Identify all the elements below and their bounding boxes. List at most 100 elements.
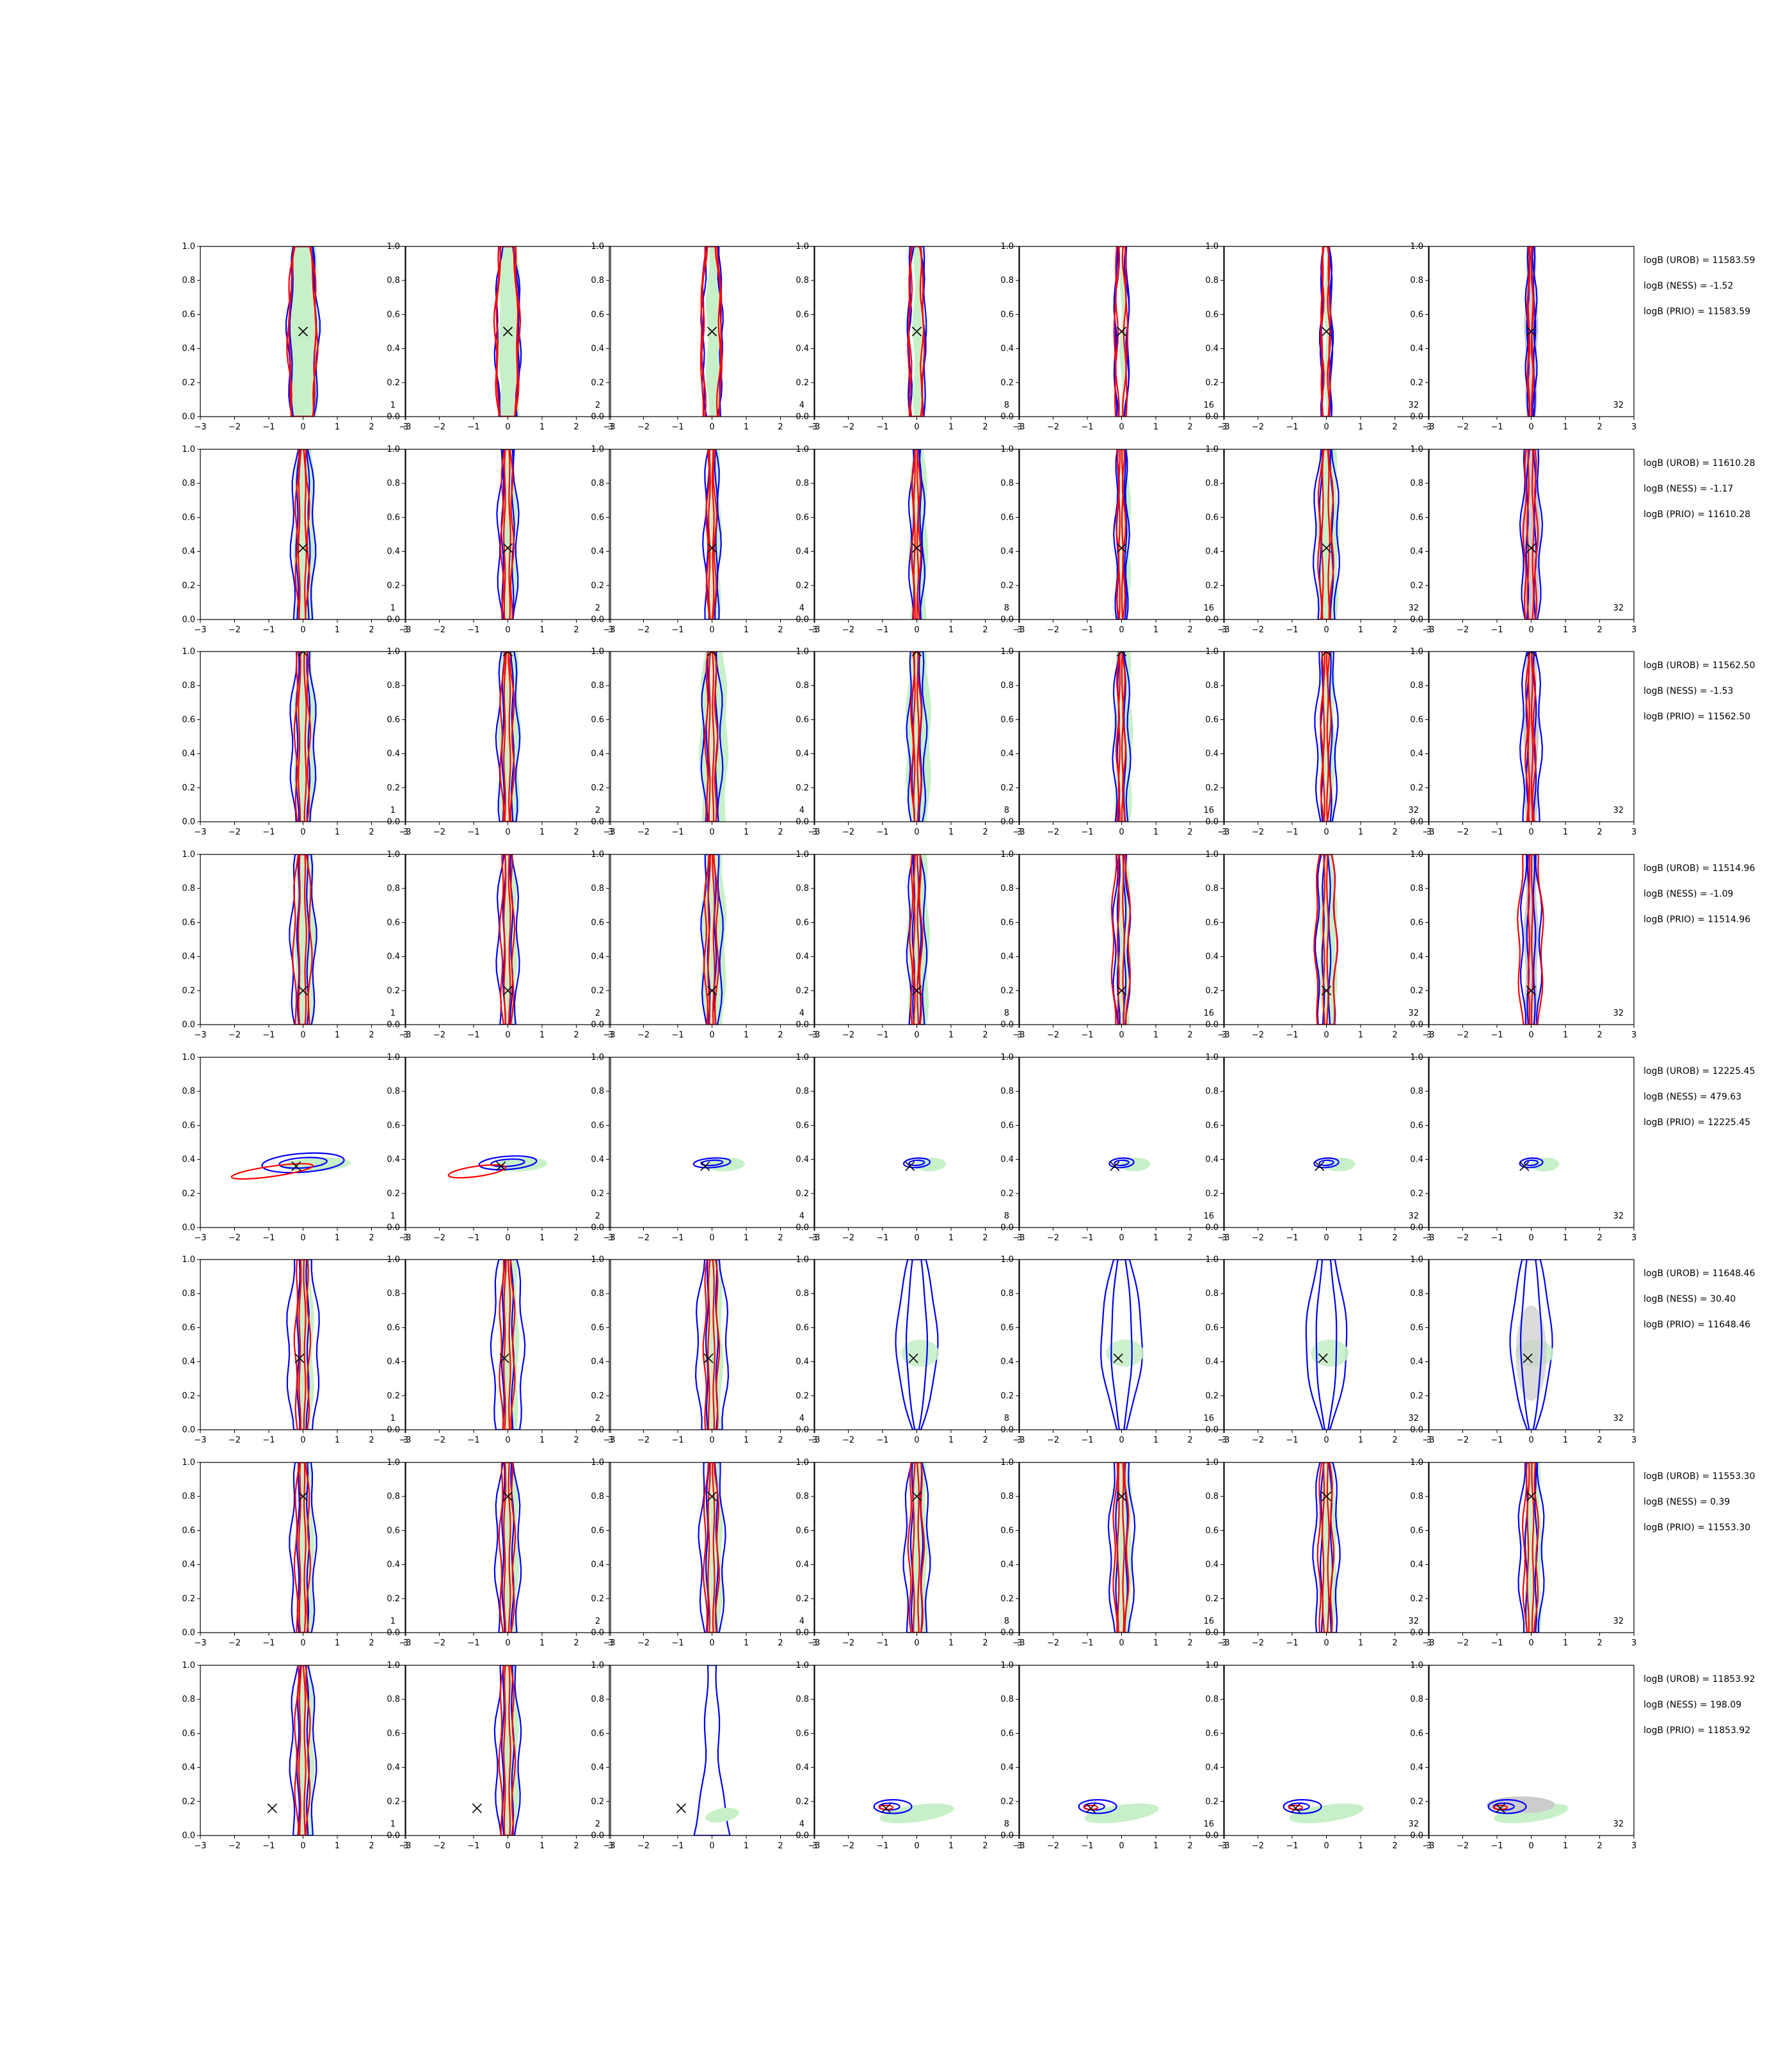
panel-count-label: 32 [1408,1820,1419,1829]
blue-contour-outer [700,652,724,822]
blue-contour-inner [490,1158,525,1167]
panel-contours [495,854,520,1025]
red-contour-outer [701,246,722,417]
y-tick-label: 0.6 [1410,1121,1423,1130]
x-tick-label: 1 [1358,1030,1363,1040]
y-tick-label: 0.2 [387,1797,400,1807]
x-tick-label: −3 [1012,1030,1025,1040]
x-tick-label: −1 [876,1841,888,1851]
y-tick-label: 0.0 [796,412,809,422]
red-contour-inner [1116,1462,1125,1633]
y-tick-label: 1.0 [591,1661,604,1670]
x-tick-label: −1 [1286,828,1298,837]
x-tick-label: −3 [603,1233,615,1243]
x-tick-label: 3 [1017,828,1022,837]
y-tick-label: 0.4 [1205,952,1219,962]
y-tick-label: 0.2 [1000,378,1014,388]
y-tick-label: 1.0 [796,850,809,860]
panel-count-label: 32 [1613,1617,1624,1626]
x-tick-label: −3 [1217,1233,1229,1243]
true-value-marker [1085,1803,1096,1814]
x-tick-label: 3 [1631,625,1636,635]
x-tick-label: 3 [1427,1436,1432,1445]
x-tick-label: 2 [1597,1841,1602,1851]
x-tick-label: 0 [1528,1436,1533,1445]
panel-r6-c3: −3 −2 −1 0 1 2 30.00.20.40.60.81.04 [591,1255,817,1445]
x-tick-label: −1 [1491,1030,1503,1040]
x-tick-label: 3 [403,1030,408,1040]
x-tick-label: −1 [1081,1233,1093,1243]
true-value-marker [1523,1353,1533,1363]
x-tick-label: 2 [1392,625,1397,635]
true-value-marker [502,1491,513,1501]
y-tick-label: 0.0 [1410,615,1423,625]
panel-r6-c2: −3 −2 −1 0 1 2 30.00.20.40.60.81.02 [387,1255,613,1445]
y-tick-label: 1.0 [796,242,809,252]
x-tick-label: −2 [1457,1436,1469,1445]
panel-contours [676,1665,739,1836]
x-tick-label: 3 [1017,1841,1022,1851]
panel-count-label: 32 [1613,604,1624,613]
y-tick-label: 0.4 [1410,952,1423,962]
x-tick-label: 0 [505,1638,510,1648]
panel-contours [1517,1462,1545,1633]
x-tick-label: −1 [467,1030,479,1040]
x-tick-label: −2 [1457,625,1469,635]
x-tick-label: −2 [433,1638,445,1648]
y-tick-label: 0.0 [796,1020,809,1030]
true-value-marker [1116,326,1127,337]
x-tick-label: 3 [608,1233,613,1243]
y-tick-label: 0.2 [182,1594,195,1604]
x-tick-label: 0 [709,1233,714,1243]
panel-contours [906,246,927,417]
y-tick-label: 0.0 [796,1628,809,1638]
y-tick-label: 0.6 [796,513,809,522]
y-tick-label: 0.6 [1205,513,1219,522]
panel-count-label: 16 [1203,1617,1214,1626]
y-tick-label: 0.2 [182,1189,195,1199]
y-tick-label: 0.2 [1000,581,1014,591]
x-tick-label: −3 [1012,1233,1025,1243]
x-tick-label: 0 [505,828,510,837]
panel-count-label: 32 [1613,1212,1624,1221]
y-tick-label: 0.2 [1410,1797,1423,1807]
logb-text: logB (UROB) = 11562.50 [1644,660,1755,671]
x-tick-label: 1 [1153,828,1158,837]
y-tick-label: 0.8 [1000,479,1014,488]
y-tick-label: 0.6 [591,513,604,522]
blue-contour-outer [1314,652,1339,822]
x-tick-label: −2 [1047,422,1059,432]
panel-count-label: 4 [799,401,804,410]
x-tick-label: 0 [300,422,305,432]
panel-count-label: 32 [1613,806,1624,815]
red-contour-outer [294,1665,311,1836]
x-tick-label: −1 [467,1436,479,1445]
x-tick-label: −3 [399,625,411,635]
y-tick-label: 0.6 [387,1526,400,1535]
y-tick-label: 0.2 [1000,1594,1014,1604]
y-tick-label: 0.0 [591,1831,604,1841]
y-tick-label: 1.0 [1410,1053,1423,1062]
y-tick-label: 0.2 [182,986,195,996]
y-tick-label: 0.6 [387,1323,400,1332]
blue-contour-inner [908,1159,925,1167]
y-tick-label: 0.4 [1000,749,1014,759]
red-contour-outer [293,1260,312,1430]
y-tick-label: 1.0 [1000,445,1014,454]
y-tick-label: 1.0 [387,1053,400,1062]
y-tick-label: 0.6 [182,918,195,927]
red-contour-outer [293,652,312,822]
panel-count-label: 2 [595,1820,600,1829]
y-tick-label: 1.0 [1205,1458,1219,1468]
y-tick-label: 1.0 [182,1053,195,1062]
y-tick-label: 0.6 [182,1526,195,1535]
x-tick-label: 1 [744,1638,749,1648]
y-tick-label: 0.2 [796,1594,809,1604]
y-tick-label: 0.6 [591,715,604,724]
true-value-marker [1526,652,1537,657]
y-tick-label: 0.0 [1000,412,1014,422]
panel-r6-c5: −3 −2 −1 0 1 2 30.00.20.40.60.81.016 [1000,1255,1227,1445]
y-tick-label: 0.0 [796,1425,809,1435]
x-tick-label: −2 [228,1233,241,1243]
y-tick-label: 0.2 [591,986,604,996]
